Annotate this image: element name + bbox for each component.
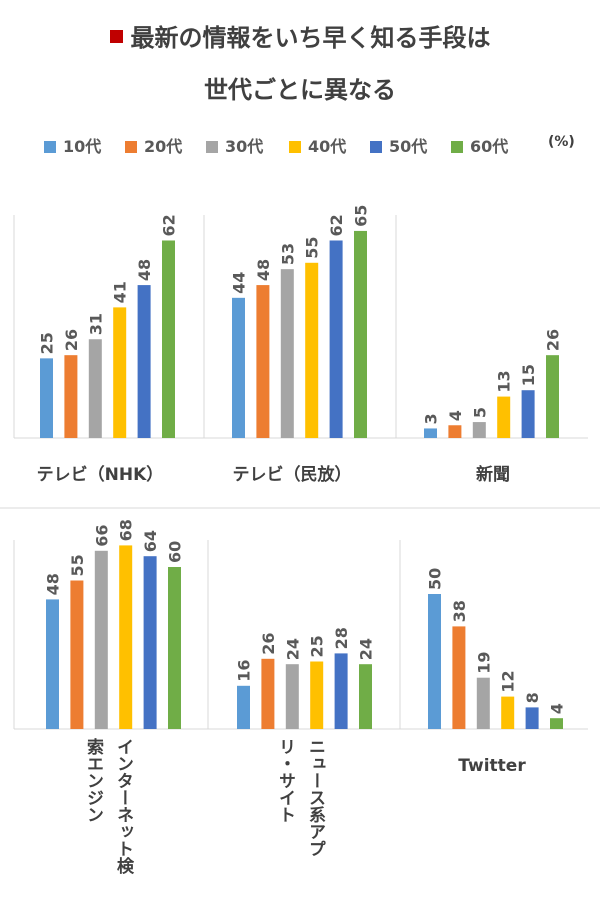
legend-label: 10代 bbox=[63, 137, 102, 156]
data-label: 65 bbox=[352, 205, 371, 227]
legend-swatch bbox=[370, 141, 382, 153]
data-label: 13 bbox=[495, 370, 514, 392]
category-label-line: 索エンジン bbox=[83, 737, 104, 823]
bar bbox=[525, 707, 539, 729]
bar bbox=[310, 661, 324, 729]
legend-swatch bbox=[125, 141, 137, 153]
data-label: 19 bbox=[474, 651, 493, 673]
data-label: 48 bbox=[254, 259, 273, 281]
category-label: テレビ（民放） bbox=[233, 464, 352, 485]
bar bbox=[40, 358, 53, 438]
bar bbox=[94, 550, 108, 729]
category-label: Twitter bbox=[458, 756, 526, 776]
legend-label: 40代 bbox=[308, 137, 347, 156]
data-label: 28 bbox=[332, 627, 351, 649]
bar bbox=[550, 718, 563, 729]
bar bbox=[113, 307, 127, 438]
data-label: 26 bbox=[62, 329, 81, 351]
data-label: 41 bbox=[111, 281, 130, 303]
bar bbox=[472, 422, 486, 438]
bar bbox=[354, 230, 367, 438]
category-label: テレビ（NHK） bbox=[37, 464, 164, 485]
category-label-line: インターネット検 bbox=[113, 738, 134, 875]
data-label: 25 bbox=[38, 332, 57, 354]
data-label: 48 bbox=[135, 259, 154, 281]
unit-label: (%) bbox=[548, 134, 575, 150]
data-label: 62 bbox=[160, 214, 179, 236]
bar bbox=[329, 240, 343, 438]
bar bbox=[501, 696, 515, 729]
data-label: 4 bbox=[446, 410, 465, 421]
bar bbox=[88, 339, 102, 438]
data-label: 44 bbox=[230, 272, 249, 294]
bar bbox=[137, 285, 151, 438]
bar bbox=[428, 594, 441, 729]
data-label: 66 bbox=[92, 525, 111, 547]
data-label: 26 bbox=[259, 633, 278, 655]
bar bbox=[168, 567, 181, 729]
data-label: 4 bbox=[548, 703, 567, 714]
bar bbox=[119, 545, 133, 729]
data-label: 8 bbox=[523, 692, 542, 703]
bar bbox=[476, 677, 490, 729]
data-label: 3 bbox=[422, 413, 441, 424]
bar bbox=[162, 240, 175, 438]
bar bbox=[261, 658, 275, 729]
bar bbox=[232, 297, 245, 438]
data-label: 48 bbox=[44, 573, 63, 595]
bar bbox=[305, 262, 319, 438]
chart-title-text-1: 最新の情報をいち早く知る手段は bbox=[130, 24, 491, 52]
bar bbox=[521, 390, 535, 438]
legend-swatch bbox=[451, 141, 463, 153]
data-label: 68 bbox=[117, 519, 136, 541]
legend-label: 60代 bbox=[470, 137, 509, 156]
data-label: 31 bbox=[86, 313, 105, 335]
bar bbox=[70, 580, 84, 729]
bar bbox=[256, 285, 270, 438]
bar bbox=[359, 664, 372, 729]
data-label: 24 bbox=[283, 638, 302, 660]
data-label: 5 bbox=[470, 407, 489, 418]
legend-label: 50代 bbox=[389, 137, 428, 156]
data-label: 26 bbox=[544, 329, 563, 351]
legend-swatch bbox=[44, 141, 56, 153]
bar bbox=[64, 355, 78, 438]
bar bbox=[46, 599, 59, 729]
data-label: 55 bbox=[303, 237, 322, 259]
title-marker-icon bbox=[109, 30, 123, 43]
data-label: 15 bbox=[519, 364, 538, 386]
bar bbox=[285, 664, 299, 729]
data-label: 53 bbox=[278, 243, 297, 265]
chart-title-line-2: 世代ごとに異なる bbox=[204, 76, 396, 104]
bar bbox=[497, 396, 511, 438]
data-label: 64 bbox=[141, 530, 160, 552]
data-label: 25 bbox=[308, 635, 327, 657]
bar bbox=[452, 626, 466, 729]
category-label: 新聞 bbox=[476, 464, 510, 485]
data-label: 12 bbox=[499, 670, 518, 692]
data-label: 62 bbox=[327, 214, 346, 236]
bar bbox=[424, 428, 437, 438]
bar bbox=[280, 269, 294, 438]
legend-label: 30代 bbox=[225, 137, 264, 156]
data-label: 60 bbox=[166, 541, 185, 563]
data-label: 24 bbox=[357, 638, 376, 660]
data-label: 50 bbox=[426, 568, 445, 590]
bar bbox=[143, 556, 157, 729]
bar bbox=[334, 653, 348, 729]
data-label: 38 bbox=[450, 600, 469, 622]
bar bbox=[237, 685, 250, 729]
bar bbox=[448, 425, 462, 438]
legend-swatch bbox=[206, 141, 218, 153]
data-label: 16 bbox=[235, 660, 254, 682]
legend-swatch bbox=[289, 141, 301, 153]
legend-label: 20代 bbox=[144, 137, 183, 156]
data-label: 55 bbox=[68, 554, 87, 576]
category-label-line: ニュース系アプ bbox=[305, 738, 326, 857]
category-label-line: リ・サイト bbox=[275, 738, 295, 823]
chart-title-line-1: 最新の情報をいち早く知る手段は bbox=[0, 18, 600, 53]
bar bbox=[546, 355, 559, 438]
